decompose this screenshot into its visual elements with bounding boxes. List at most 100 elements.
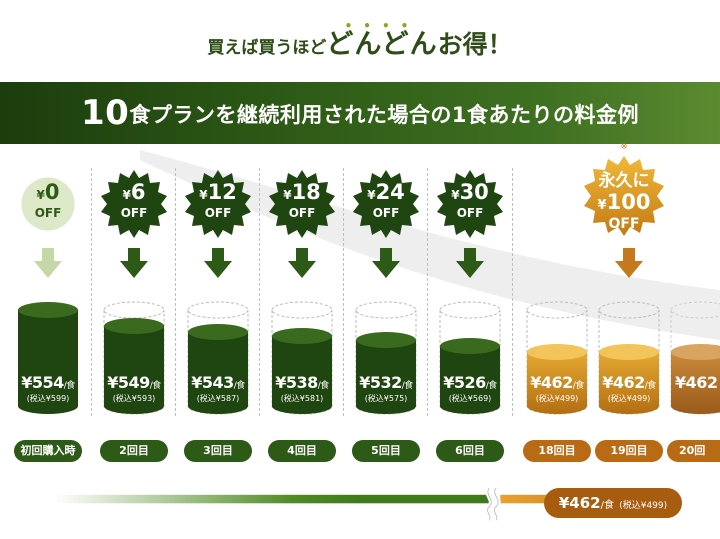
off-text: OFF — [456, 206, 484, 220]
plan-column: ¥6 OFF ¥549/食 (税込¥593) 2回目 — [98, 0, 170, 539]
permanent-text: 永久に — [598, 171, 650, 191]
badge-starburst-icon — [185, 170, 251, 238]
purchase-count-label: 3回目 — [184, 440, 252, 462]
cup-full-icon — [18, 302, 78, 414]
discount-badge: ¥12 OFF — [182, 168, 254, 240]
off-text: OFF — [34, 206, 62, 220]
price-cup: ¥543/食 (税込¥587) — [182, 298, 254, 420]
discount-amount: 24 — [375, 180, 405, 204]
off-text: OFF — [204, 206, 232, 220]
off-text: OFF — [120, 206, 148, 220]
price-value: ¥462 — [675, 373, 718, 392]
off-text: OFF — [608, 216, 640, 232]
tax-price: (税込¥569) — [448, 394, 492, 403]
tax-price: (税込¥581) — [280, 394, 324, 403]
price-value: ¥543/食 — [191, 373, 245, 392]
column-divider — [259, 168, 260, 416]
column-divider — [512, 168, 513, 416]
plan-banner: 10食プランを継続利用された場合の1食あたりの料金例 — [0, 82, 720, 144]
headline: 買えば買うほど •••• どんどんお得！ — [0, 19, 720, 61]
purchase-count-label: 5回目 — [352, 440, 420, 462]
price-value: ¥538/食 — [275, 373, 329, 392]
emphasis-dots: •••• — [344, 19, 420, 33]
cup-icon — [271, 301, 333, 415]
price-cup: ¥549/食 (税込¥593) — [98, 298, 170, 420]
off-text: OFF — [372, 206, 400, 220]
tax-price: (税込¥499) — [607, 394, 651, 403]
purchase-count-label: 4回目 — [268, 440, 336, 462]
discount-badge: ¥18 OFF — [266, 168, 338, 240]
banner-text: 10食プランを継続利用された場合の1食あたりの料金例 — [81, 93, 639, 133]
discount-amount: 18 — [291, 180, 321, 204]
discount-badge: ¥24 OFF — [350, 168, 422, 240]
plan-column-permanent: ¥462/食 (税込¥499) 18回目 — [521, 0, 593, 539]
column-divider — [175, 168, 176, 416]
tax-price: (税込¥499) — [535, 394, 579, 403]
discount-amount: 100 — [606, 190, 651, 214]
column-divider — [91, 168, 92, 416]
cup-gold-icon — [526, 301, 588, 415]
cup-gold-icon — [670, 301, 720, 415]
badge-gold-starburst-icon — [584, 156, 664, 236]
price-value: ¥549/食 — [107, 373, 161, 392]
arrow-down-icon — [34, 248, 62, 278]
final-price-pill: ¥462/食 (税込¥499) — [544, 488, 682, 518]
discount-badge: ¥6 OFF — [98, 168, 170, 240]
cup-icon — [103, 301, 165, 415]
purchase-count-label: 2回目 — [100, 440, 168, 462]
tax-price: (税込¥587) — [196, 394, 240, 403]
column-divider — [427, 168, 428, 416]
discount-amount: 0 — [44, 180, 60, 204]
plan-column: ¥24 OFF ¥532/食 (税込¥575) 5回目 — [350, 0, 422, 539]
price-value: ¥554/食 — [21, 373, 75, 392]
cup-icon — [439, 301, 501, 415]
badge-starburst-icon — [101, 170, 167, 238]
discount-badge: ¥30 OFF — [434, 168, 506, 240]
price-cup: ¥462/食 (税込¥499) — [593, 298, 665, 420]
price-cup: ¥532/食 (税込¥575) — [350, 298, 422, 420]
plan-column-permanent: ¥462/食 (税込¥499) 19回目 — [593, 0, 665, 539]
tax-price: (税込¥599) — [26, 394, 70, 403]
badge-starburst-icon — [437, 170, 503, 238]
arrow-down-icon — [204, 248, 232, 278]
arrow-down-icon — [456, 248, 484, 278]
plan-column: ¥18 OFF ¥538/食 (税込¥581) 4回目 — [266, 0, 338, 539]
purchase-count-label: 20回 — [667, 440, 720, 462]
arrow-down-icon — [372, 248, 400, 278]
plan-column-partial: ¥462 20回 — [665, 0, 720, 539]
discount-amount: 12 — [207, 180, 237, 204]
cup-icon — [187, 301, 249, 415]
note-mark: ※ — [620, 142, 628, 152]
headline-emphasis: •••• どんどん — [326, 19, 438, 60]
headline-lead: 買えば買うほど — [207, 38, 327, 58]
purchase-count-label: 初回購入時 — [14, 440, 82, 462]
badge-starburst-icon — [353, 170, 419, 238]
cup-icon — [355, 301, 417, 415]
permanent-discount-badge: ※ 永久に ¥100 OFF — [578, 142, 670, 248]
price-value: ¥462/食 — [602, 373, 656, 392]
price-cup: ¥526/食 (税込¥569) — [434, 298, 506, 420]
price-value: ¥526/食 — [443, 373, 497, 392]
discount-amount: 30 — [459, 180, 489, 204]
badge-starburst-icon — [269, 170, 335, 238]
price-value: ¥462/食 — [530, 373, 584, 392]
arrow-down-icon — [120, 248, 148, 278]
off-text: OFF — [288, 206, 316, 220]
plan-column-first: ¥0 OFF ¥554/食 (税込¥599) 初回購入時 — [12, 0, 84, 539]
purchase-count-label: 18回目 — [523, 440, 591, 462]
purchase-count-label: 19回目 — [595, 440, 663, 462]
price-cup: ¥538/食 (税込¥581) — [266, 298, 338, 420]
badge-circle-icon — [18, 174, 78, 234]
tax-price: (税込¥593) — [112, 394, 156, 403]
purchase-count-label: 6回目 — [436, 440, 504, 462]
cup-gold-icon — [598, 301, 660, 415]
discount-badge: ¥0 OFF — [12, 168, 84, 240]
price-cup: ¥462 — [665, 298, 720, 420]
column-divider — [343, 168, 344, 416]
discount-amount: 6 — [130, 180, 146, 204]
price-value: ¥532/食 — [359, 373, 413, 392]
arrow-down-icon — [615, 248, 643, 278]
headline-tail: お得！ — [437, 30, 513, 59]
plan-column: ¥12 OFF ¥543/食 (税込¥587) 3回目 — [182, 0, 254, 539]
